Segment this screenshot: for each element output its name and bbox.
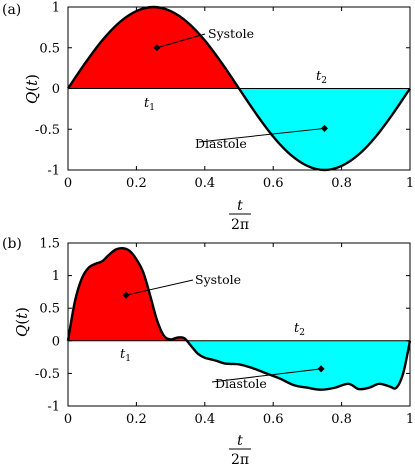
panel-a-systole-leader (156, 33, 206, 49)
panel-a-t1-label: t1 (144, 96, 155, 113)
x-tick-label: 0 (64, 412, 72, 427)
panel-a-x-ticks: 0 0.2 0.4 0.6 0.8 1 (64, 7, 414, 191)
panel-a-x-label-denominator: 2π (231, 217, 249, 233)
x-tick-label: 1 (406, 412, 414, 427)
panel-b-systole-label: Systole (195, 272, 241, 287)
panel-b-x-ticks: 0 0.2 0.4 0.6 0.8 1 (64, 243, 414, 427)
y-tick-label: -1 (47, 400, 60, 415)
panel-b-x-label-denominator: 2π (231, 452, 249, 466)
panel-b-flow-curve (66, 246, 412, 391)
y-tick-label: 0 (52, 82, 60, 97)
panel-a-x-label-numerator: t (237, 198, 243, 214)
x-tick-label: 0.4 (194, 176, 215, 191)
panel-a-diastole-leader (198, 127, 325, 143)
x-tick-label: 1 (406, 176, 414, 191)
y-tick-label: -1 (47, 164, 60, 179)
x-tick-label: 0 (64, 176, 72, 191)
panel-b-diastole-area (68, 340, 410, 390)
panel-a-diastole-marker (320, 124, 329, 132)
x-tick-label: 0.8 (331, 176, 352, 191)
panel-a-flow-curve (67, 5, 411, 172)
panel-a: (a) 0 0.2 0.4 0.6 0.8 1 1 0.5 0 -0.5 -1 Systole D… (2, 1, 414, 234)
y-tick-label: 0.5 (39, 41, 60, 56)
panel-a-t2-label: t2 (316, 69, 327, 86)
panel-b-diastole-leader (211, 368, 322, 383)
panel-b-systole-area (68, 248, 410, 341)
panel-b-label: (b) (2, 236, 22, 252)
x-tick-label: 0.8 (331, 412, 352, 427)
y-tick-label: 0.5 (39, 302, 60, 317)
panel-b-y-axis-label: Q(t) (13, 307, 31, 337)
panel-b-systole-leader (126, 279, 194, 296)
panel-a-systole-area (68, 7, 410, 89)
panel-a-label: (a) (2, 2, 21, 18)
panel-b: (b) 0 0.2 0.4 0.6 0.8 1 1.5 1 0.5 0 -0.5 -1 Systol… (2, 236, 414, 466)
x-tick-label: 0.6 (263, 412, 284, 427)
y-tick-label: 0 (52, 334, 60, 349)
panel-a-y-axis-label: Q(t) (23, 74, 41, 104)
x-tick-label: 0.6 (263, 176, 284, 191)
panel-b-t2-label: t2 (294, 321, 305, 338)
panel-a-y-ticks: 1 0.5 0 -0.5 -1 (35, 1, 410, 179)
y-tick-label: -0.5 (35, 367, 60, 382)
panel-b-diastole-marker (317, 365, 325, 373)
y-tick-label: 1.5 (39, 237, 60, 252)
panel-a-systole-marker (153, 44, 161, 52)
panel-b-x-axis-label: t 2π (229, 433, 251, 466)
panel-b-systole-marker (122, 291, 130, 299)
panel-b-t1-label: t1 (120, 347, 131, 364)
panel-b-x-label-numerator: t (237, 433, 243, 449)
y-tick-label: 1 (52, 1, 60, 16)
panel-a-x-axis-label: t 2π (229, 198, 251, 233)
panel-b-y-ticks: 1.5 1 0.5 0 -0.5 -1 (35, 237, 410, 415)
y-tick-label: -0.5 (35, 123, 60, 138)
x-tick-label: 0.2 (126, 176, 147, 191)
panel-b-axes-box (67, 242, 411, 407)
panel-a-diastole-label: Diastole (195, 136, 247, 151)
x-tick-label: 0.4 (194, 412, 215, 427)
x-tick-label: 0.2 (126, 412, 147, 427)
panel-b-diastole-label: Diastole (215, 376, 267, 391)
y-tick-label: 1 (52, 269, 60, 284)
panel-a-diastole-area (68, 88, 410, 170)
panel-a-systole-label: Systole (208, 26, 254, 41)
